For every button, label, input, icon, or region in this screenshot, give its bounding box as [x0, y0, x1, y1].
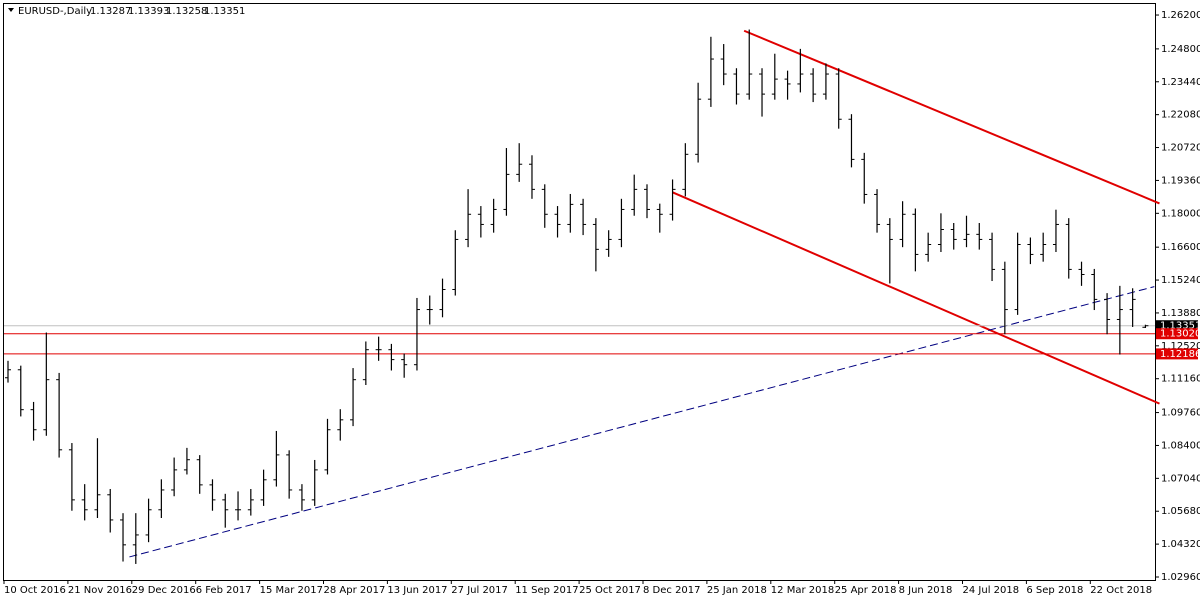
y-tick-label: 1.04320: [1161, 539, 1200, 550]
y-tick-label: 1.16600: [1161, 242, 1200, 253]
x-tick-label: 25 Apr 2018: [835, 585, 897, 596]
y-tick-label: 1.24800: [1161, 44, 1200, 55]
y-tick-label: 1.02960: [1161, 572, 1200, 583]
x-tick-label: 27 Jul 2017: [451, 585, 508, 596]
header-low: 1.13258: [166, 6, 207, 17]
plot-frame: [3, 3, 1156, 581]
y-tick-label: 1.11160: [1161, 374, 1200, 385]
y-tick-label: 1.09760: [1161, 408, 1200, 419]
trend-line: [743, 29, 1160, 205]
x-tick-label: 10 Oct 2016: [4, 585, 66, 596]
header-high: 1.13393: [128, 6, 169, 17]
x-tick-label: 28 Apr 2017: [324, 585, 386, 596]
x-tick-label: 24 Jul 2018: [963, 585, 1020, 596]
header-open: 1.13287: [90, 6, 131, 17]
level-label-box: [1156, 320, 1198, 332]
x-tick-label: 12 Mar 2018: [771, 585, 834, 596]
y-tick-label: 1.26200: [1161, 10, 1200, 21]
menu-arrow: [8, 8, 14, 12]
y-tick-label: 1.05680: [1161, 506, 1200, 517]
y-tick-label: 1.19360: [1161, 175, 1200, 186]
y-tick-label: 1.22080: [1161, 110, 1200, 121]
x-tick-label: 21 Nov 2016: [68, 585, 132, 596]
x-tick-label: 8 Dec 2017: [643, 585, 701, 596]
x-tick-label: 8 Jun 2018: [899, 585, 953, 596]
header-close: 1.13351: [204, 6, 245, 17]
level-label: 1.13351: [1160, 321, 1200, 332]
x-tick-label: 6 Sep 2018: [1026, 585, 1083, 596]
level-label: 1.13020: [1160, 329, 1200, 340]
y-tick-label: 1.13880: [1161, 308, 1200, 319]
chart-title: EURUSD-,Daily: [18, 6, 92, 17]
y-tick-label: 1.08400: [1161, 440, 1200, 451]
x-tick-label: 25 Oct 2017: [579, 585, 641, 596]
x-tick-label: 15 Mar 2017: [260, 585, 323, 596]
x-tick-label: 13 Jun 2017: [387, 585, 447, 596]
level-label-box: [1156, 328, 1198, 340]
x-tick-label: 29 Dec 2016: [132, 585, 196, 596]
y-tick-label: 1.07040: [1161, 473, 1200, 484]
x-tick-label: 11 Sep 2017: [515, 585, 578, 596]
level-label-box: [1156, 348, 1198, 360]
y-tick-label: 1.15240: [1161, 275, 1200, 286]
y-tick-label: 1.18000: [1161, 208, 1200, 219]
trend-line: [129, 286, 1155, 558]
x-tick-label: 25 Jan 2018: [707, 585, 767, 596]
x-tick-label: 6 Feb 2017: [196, 585, 252, 596]
x-tick-label: 22 Oct 2018: [1090, 585, 1152, 596]
y-tick-label: 1.12520: [1161, 341, 1200, 352]
level-label: 1.12186: [1160, 349, 1200, 360]
trend-line: [672, 191, 1160, 405]
y-tick-label: 1.20720: [1161, 143, 1200, 154]
header-values: 1.13287 1.13393 1.13258 1.13351: [90, 6, 245, 17]
y-tick-label: 1.23440: [1161, 77, 1200, 88]
